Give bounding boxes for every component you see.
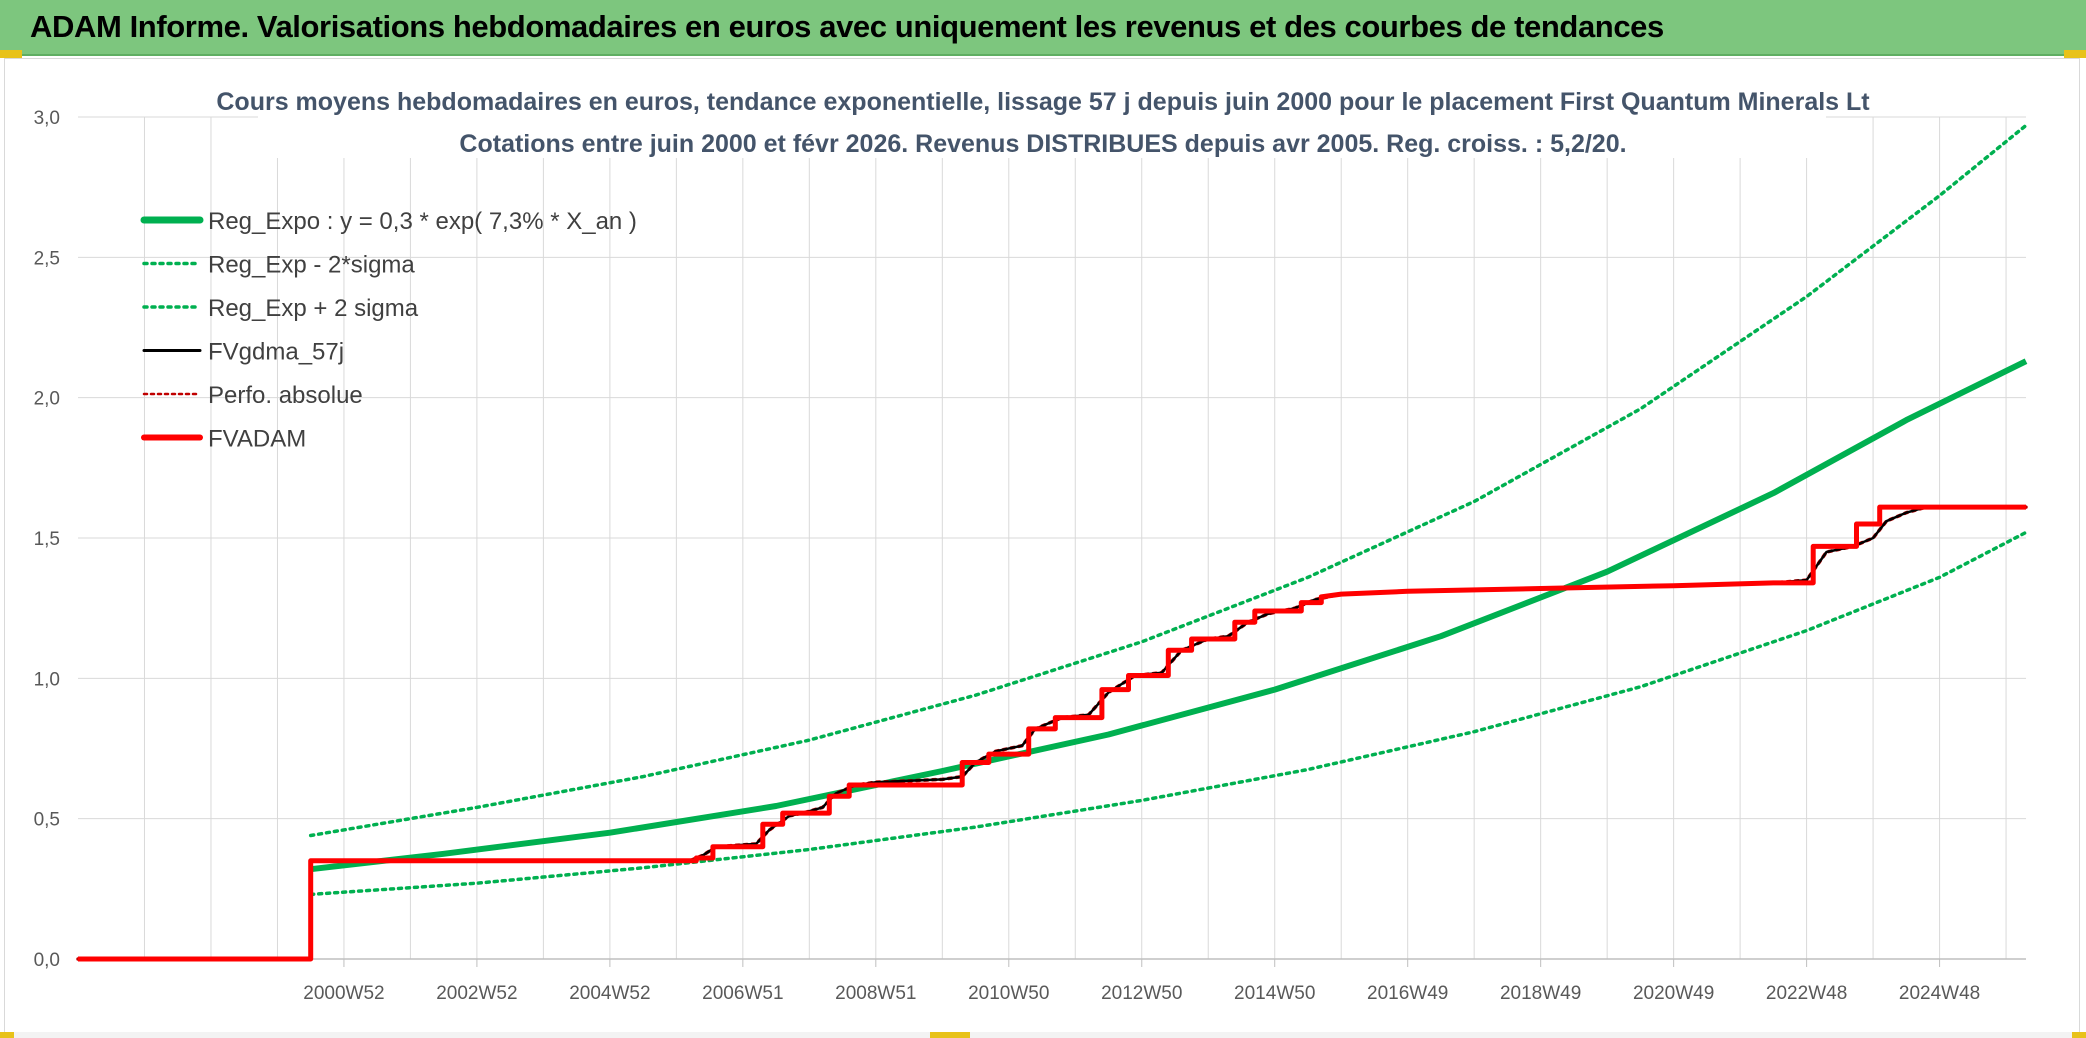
x-tick-label: 2010W50 [968,983,1049,1004]
y-tick-label: 2,0 [34,389,60,410]
banner-corner-right [2064,50,2086,58]
x-tick-label: 2004W52 [569,983,650,1004]
chart-legend: Reg_Expo : y = 0,3 * exp( 7,3% * X_an ) R… [140,208,637,453]
x-tick-label: 2020W49 [1633,983,1714,1004]
legend-label: FVgdma_57j [208,339,344,366]
y-tick-label: 0,0 [34,950,60,971]
chart-series [76,123,2028,962]
chart-grid [78,116,2026,960]
y-tick-label: 0,5 [34,810,60,831]
bottom-mark-right [2072,1032,2086,1038]
title-backdrop [258,92,1826,158]
y-tick-label: 3,0 [34,108,60,129]
series-line-2 [308,123,2028,838]
x-tick-label: 2022W48 [1766,983,1847,1004]
x-tick-label: 2012W50 [1101,983,1182,1004]
series-line-1 [308,530,2028,897]
chart-frame [4,58,2080,1034]
page-title: ADAM Informe. Valorisations hebdomadaire… [30,9,1664,44]
x-tick-label: 2016W49 [1367,983,1448,1004]
y-tick-label: 2,5 [34,248,60,269]
x-axis: 2000W52 2002W52 2004W52 2006W51 2008W51 2010W… [303,959,1980,1004]
y-tick-label: 1,0 [34,669,60,690]
legend-label: Reg_Exp - 2*sigma [208,252,415,279]
legend-label: Perfo. absolue [208,382,363,409]
x-tick-label: 2006W51 [702,983,783,1004]
bottom-mark-left [0,1032,14,1038]
legend-label: Reg_Exp + 2 sigma [208,295,419,322]
y-axis: 0,0 0,5 1,0 1,5 2,0 2,5 3,0 [34,108,60,971]
legend-label: FVADAM [208,426,306,453]
x-tick-label: 2024W48 [1899,983,1980,1004]
y-tick-label: 1,5 [34,529,60,550]
x-tick-label: 2008W51 [835,983,916,1004]
bottom-mark-center [930,1032,970,1038]
chart-subtitle: Cotations entre juin 2000 et févr 2026. … [459,130,1626,158]
legend-label: Reg_Expo : y = 0,3 * exp( 7,3% * X_an ) [208,208,637,235]
x-tick-label: 2018W49 [1500,983,1581,1004]
x-tick-label: 2014W50 [1234,983,1315,1004]
series-line-0 [310,358,2028,873]
chart-title: Cours moyens hebdomadaires en euros, ten… [216,88,1870,116]
banner-corner-left [0,50,22,58]
x-tick-label: 2002W52 [436,983,517,1004]
header-banner: ADAM Informe. Valorisations hebdomadaire… [0,0,2086,56]
bottom-strip [0,1032,2086,1038]
series-line-5 [78,504,2026,962]
x-tick-label: 2000W52 [303,983,384,1004]
